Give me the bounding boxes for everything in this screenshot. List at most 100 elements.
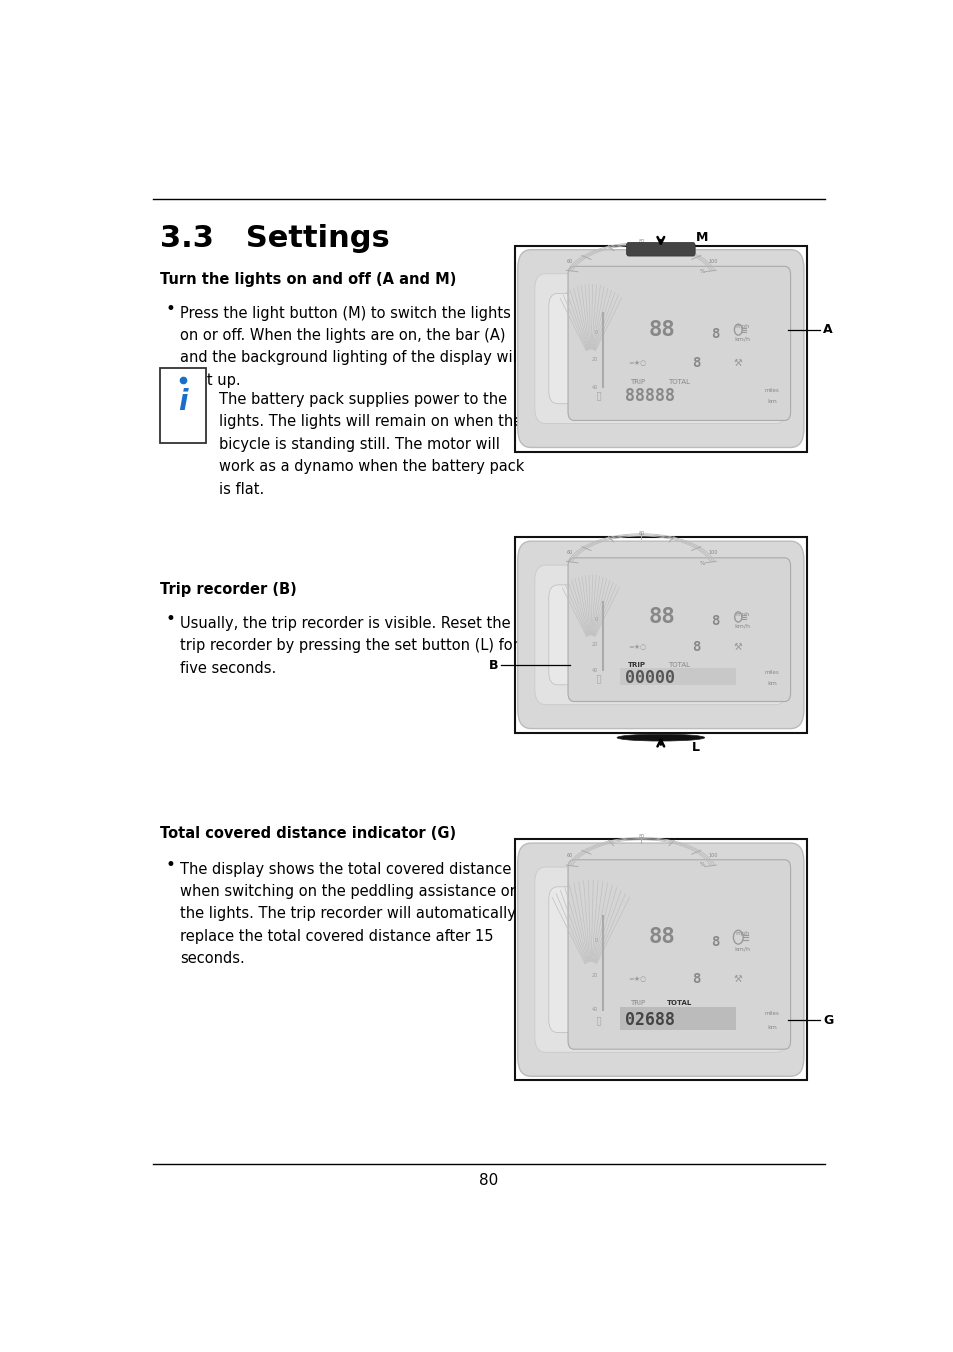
Text: 20: 20 bbox=[591, 642, 597, 648]
Text: 88: 88 bbox=[648, 927, 675, 948]
Text: 8: 8 bbox=[710, 614, 719, 627]
Text: km/h: km/h bbox=[734, 337, 750, 342]
Text: 60: 60 bbox=[566, 853, 572, 859]
Text: ▯: ▯ bbox=[596, 391, 601, 400]
Text: 20: 20 bbox=[591, 357, 597, 362]
Text: Total covered distance indicator (G): Total covered distance indicator (G) bbox=[160, 826, 456, 841]
Text: km/h: km/h bbox=[734, 946, 750, 952]
Bar bbox=[515, 537, 806, 733]
Text: •: • bbox=[165, 856, 174, 873]
Text: lights. The lights will remain on when the: lights. The lights will remain on when t… bbox=[219, 415, 521, 430]
Text: 88888: 88888 bbox=[624, 387, 674, 404]
Text: trip recorder by pressing the set button (L) for: trip recorder by pressing the set button… bbox=[180, 638, 518, 653]
Text: ⚒: ⚒ bbox=[733, 642, 741, 653]
Text: work as a dynamo when the battery pack: work as a dynamo when the battery pack bbox=[219, 460, 524, 475]
Text: 80: 80 bbox=[638, 239, 644, 245]
Text: miles: miles bbox=[764, 1011, 779, 1015]
Text: km/h: km/h bbox=[734, 623, 750, 629]
Text: km: km bbox=[766, 399, 776, 404]
Text: 0: 0 bbox=[594, 330, 597, 335]
FancyBboxPatch shape bbox=[535, 565, 786, 704]
Bar bbox=[160, 368, 206, 443]
Text: 80: 80 bbox=[638, 834, 644, 840]
Text: i: i bbox=[178, 388, 188, 416]
FancyBboxPatch shape bbox=[517, 541, 803, 729]
Text: seconds.: seconds. bbox=[180, 952, 244, 967]
Text: 8: 8 bbox=[710, 936, 719, 949]
Text: 20: 20 bbox=[591, 972, 597, 977]
Text: TRIP: TRIP bbox=[629, 379, 644, 385]
FancyBboxPatch shape bbox=[619, 668, 736, 685]
FancyBboxPatch shape bbox=[517, 250, 803, 448]
Text: The battery pack supplies power to the: The battery pack supplies power to the bbox=[219, 392, 507, 407]
Text: 8: 8 bbox=[691, 356, 700, 369]
Text: M: M bbox=[696, 231, 708, 243]
Text: %: % bbox=[699, 269, 704, 274]
Text: 0: 0 bbox=[594, 617, 597, 622]
Text: =★○: =★○ bbox=[627, 645, 645, 650]
Text: •: • bbox=[165, 300, 174, 318]
Text: 40: 40 bbox=[591, 668, 597, 673]
Text: TRIP: TRIP bbox=[627, 662, 645, 668]
Text: ⚒: ⚒ bbox=[733, 973, 741, 984]
Text: 60: 60 bbox=[566, 258, 572, 264]
Text: 100: 100 bbox=[707, 853, 717, 859]
Text: ▯: ▯ bbox=[596, 1015, 601, 1025]
Text: 60: 60 bbox=[566, 550, 572, 554]
Text: 0: 0 bbox=[594, 938, 597, 944]
Text: %: % bbox=[699, 863, 704, 867]
Text: TOTAL: TOTAL bbox=[666, 1000, 691, 1006]
FancyBboxPatch shape bbox=[567, 266, 790, 420]
Text: 80: 80 bbox=[478, 1174, 498, 1188]
Text: is flat.: is flat. bbox=[219, 481, 264, 496]
Text: Turn the lights on and off (A and M): Turn the lights on and off (A and M) bbox=[160, 272, 456, 288]
Text: the lights. The trip recorder will automatically: the lights. The trip recorder will autom… bbox=[180, 906, 516, 921]
Text: B: B bbox=[489, 658, 498, 672]
Text: bicycle is standing still. The motor will: bicycle is standing still. The motor wil… bbox=[219, 437, 499, 452]
Bar bbox=[515, 246, 806, 452]
FancyBboxPatch shape bbox=[535, 867, 786, 1052]
Text: 8: 8 bbox=[691, 972, 700, 986]
Text: 40: 40 bbox=[591, 1007, 597, 1013]
Text: on or off. When the lights are on, the bar (A): on or off. When the lights are on, the b… bbox=[180, 329, 505, 343]
Text: TRIP: TRIP bbox=[629, 1000, 644, 1006]
FancyBboxPatch shape bbox=[548, 585, 772, 685]
Text: =★○: =★○ bbox=[627, 360, 645, 365]
FancyBboxPatch shape bbox=[567, 558, 790, 702]
Text: km: km bbox=[766, 680, 776, 685]
Text: A: A bbox=[822, 323, 832, 337]
Text: 100: 100 bbox=[707, 258, 717, 264]
Text: replace the total covered distance after 15: replace the total covered distance after… bbox=[180, 929, 493, 944]
Text: 88: 88 bbox=[648, 607, 675, 627]
Text: G: G bbox=[822, 1014, 833, 1026]
Text: mph: mph bbox=[735, 612, 749, 617]
Text: mph: mph bbox=[735, 324, 749, 330]
Text: %: % bbox=[699, 561, 704, 566]
Text: 80: 80 bbox=[638, 530, 644, 535]
FancyBboxPatch shape bbox=[535, 273, 786, 423]
FancyBboxPatch shape bbox=[626, 242, 695, 256]
Bar bbox=[515, 838, 806, 1080]
Text: 3.3   Settings: 3.3 Settings bbox=[160, 223, 389, 253]
Text: 8: 8 bbox=[710, 327, 719, 341]
Text: Press the light button (M) to switch the lights: Press the light button (M) to switch the… bbox=[180, 306, 510, 320]
Text: miles: miles bbox=[764, 388, 779, 392]
Text: Trip recorder (B): Trip recorder (B) bbox=[160, 581, 296, 596]
Ellipse shape bbox=[617, 734, 704, 741]
FancyBboxPatch shape bbox=[619, 1007, 736, 1030]
FancyBboxPatch shape bbox=[517, 844, 803, 1076]
Text: miles: miles bbox=[764, 671, 779, 676]
Text: TOTAL: TOTAL bbox=[668, 662, 690, 668]
Text: 88: 88 bbox=[648, 319, 675, 339]
Text: =★○: =★○ bbox=[627, 976, 645, 982]
Text: The display shows the total covered distance: The display shows the total covered dist… bbox=[180, 861, 511, 876]
Text: TOTAL: TOTAL bbox=[668, 379, 690, 385]
Text: L: L bbox=[691, 741, 699, 754]
Text: and the background lighting of the display will: and the background lighting of the displ… bbox=[180, 350, 520, 365]
Text: 100: 100 bbox=[707, 550, 717, 554]
Text: Usually, the trip recorder is visible. Reset the: Usually, the trip recorder is visible. R… bbox=[180, 617, 510, 631]
Text: mph: mph bbox=[735, 932, 749, 936]
Text: 8: 8 bbox=[691, 641, 700, 654]
Text: when switching on the peddling assistance or: when switching on the peddling assistanc… bbox=[180, 884, 515, 899]
Text: •: • bbox=[165, 610, 174, 629]
